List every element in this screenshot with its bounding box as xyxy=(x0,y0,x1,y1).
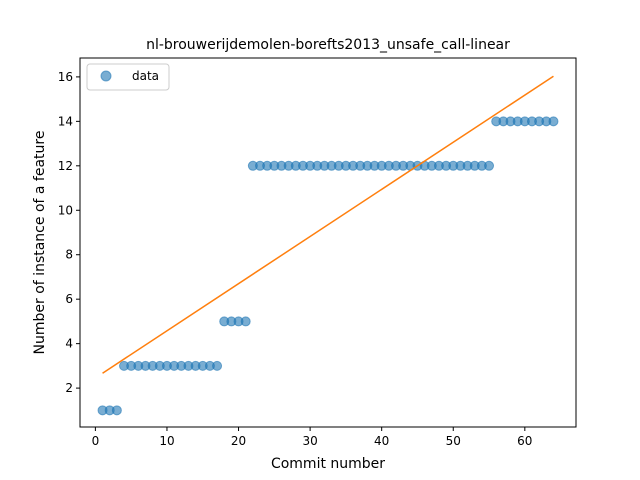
x-tick-label: 50 xyxy=(446,434,461,448)
plot-frame xyxy=(79,57,577,428)
x-tick-label: 20 xyxy=(231,434,246,448)
data-point xyxy=(111,405,122,416)
data-point xyxy=(548,116,559,127)
series-layer xyxy=(97,75,559,416)
legend-marker-data xyxy=(100,70,112,82)
fit-line xyxy=(102,75,554,374)
x-tick-label: 10 xyxy=(159,434,174,448)
x-tick-label: 0 xyxy=(92,434,100,448)
y-tick-label: 2 xyxy=(65,381,73,395)
y-tick-label: 8 xyxy=(65,248,73,262)
x-tick-label: 30 xyxy=(302,434,317,448)
y-axis-label: Number of instance of a feature xyxy=(32,131,48,355)
legend: data xyxy=(86,63,170,91)
data-point xyxy=(484,160,495,171)
data-point xyxy=(212,360,223,371)
y-tick-label: 6 xyxy=(65,292,73,306)
y-tick-label: 14 xyxy=(58,114,73,128)
data-point xyxy=(240,316,251,327)
legend-label-data: data xyxy=(132,69,159,83)
chart-title: nl-brouwerijdemolen-borefts2013_unsafe_c… xyxy=(146,37,510,53)
y-tick-label: 10 xyxy=(58,203,73,217)
y-tick-label: 4 xyxy=(65,337,73,351)
x-axis-label: Commit number xyxy=(271,456,385,472)
y-tick-label: 16 xyxy=(58,70,73,84)
plot-area xyxy=(80,58,576,427)
y-tick-label: 12 xyxy=(58,159,73,173)
legend-box xyxy=(86,63,170,91)
x-tick-label: 60 xyxy=(517,434,532,448)
axes-layer: 0 10 20 30 40 50 60 2 4 6 8 10 12 14 16 xyxy=(58,70,533,448)
x-tick-label: 40 xyxy=(374,434,389,448)
